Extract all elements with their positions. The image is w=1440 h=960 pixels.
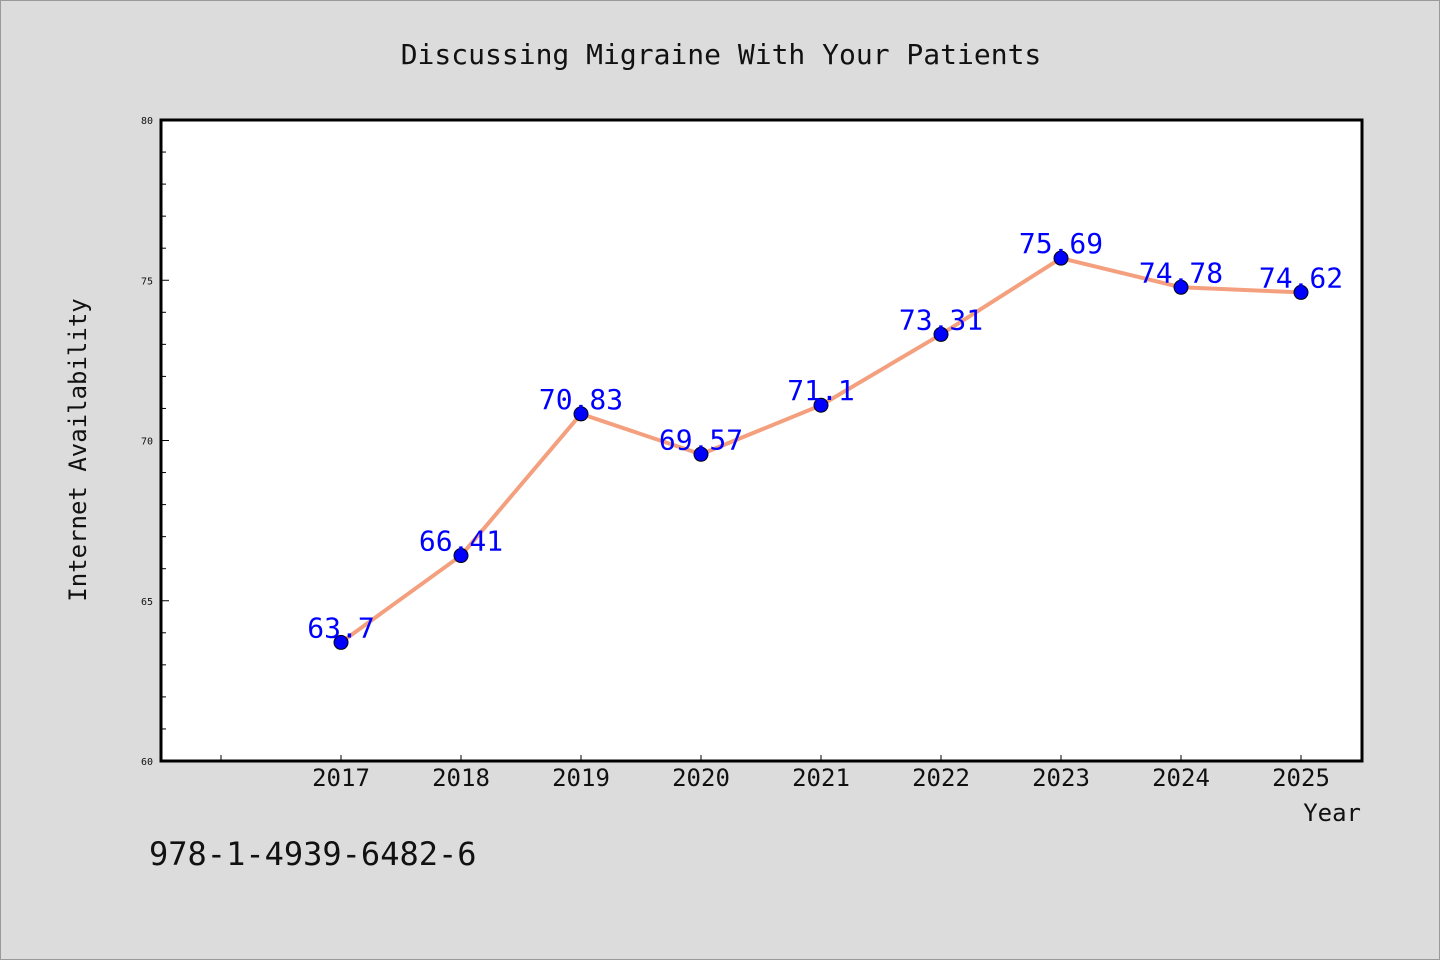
data-point (933, 326, 949, 342)
plot-area (159, 118, 1364, 763)
y-tick-label: 75 (141, 276, 153, 287)
data-label: 70.83 (539, 383, 623, 416)
x-axis: 2017 2018 2019 2020 2021 2022 2023 2024 2025 (220, 755, 1330, 792)
x-axis-label: Year (1303, 799, 1361, 827)
data-point (333, 634, 349, 650)
y-tick-label: 70 (141, 437, 153, 448)
y-tick-label: 80 (141, 116, 153, 127)
data-label: 66.41 (419, 525, 503, 558)
x-tick-label: 2023 (1032, 764, 1090, 792)
data-label: 75.69 (1019, 227, 1103, 260)
y-axis-label: Internet Availability (64, 298, 92, 601)
data-label: 71.1 (787, 374, 854, 407)
data-label: 74.78 (1139, 256, 1223, 289)
data-label: 73.31 (899, 303, 983, 336)
data-label: 74.62 (1259, 261, 1343, 294)
x-tick-label: 2021 (792, 764, 850, 792)
x-tick-label: 2025 (1272, 764, 1330, 792)
y-tick-label: 65 (141, 597, 153, 608)
data-point (1053, 250, 1069, 266)
data-point (1293, 284, 1309, 300)
x-tick-label: 2017 (312, 764, 370, 792)
y-axis: 60 65 70 75 80 (141, 116, 169, 768)
data-label: 69.57 (659, 423, 743, 456)
data-label: 63.7 (307, 611, 374, 644)
series-group (333, 250, 1309, 650)
y-tick-label: 60 (141, 757, 153, 768)
x-tick-label: 2018 (432, 764, 490, 792)
data-point (693, 446, 709, 462)
isbn-annotation: 978-1-4939-6482-6 (149, 835, 477, 873)
x-tick-label: 2024 (1152, 764, 1210, 792)
data-point (813, 397, 829, 413)
chart-title: Discussing Migraine With Your Patients (401, 38, 1042, 71)
data-point (573, 406, 589, 422)
data-point (453, 548, 469, 564)
x-tick-label: 2019 (552, 764, 610, 792)
data-point (1173, 279, 1189, 295)
x-tick-label: 2020 (672, 764, 730, 792)
data-labels: 63.7 66.41 70.83 69.57 71.1 73.31 75.69 74.78 74… (307, 227, 1343, 644)
x-tick-label: 2022 (912, 764, 970, 792)
